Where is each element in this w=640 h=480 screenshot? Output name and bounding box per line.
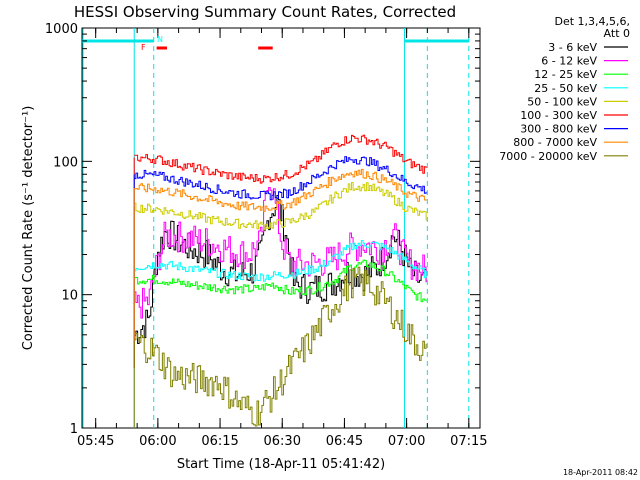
legend-entry-label: 25 - 50 keV — [534, 82, 597, 95]
legend-entry-label: 800 - 7000 keV — [513, 136, 597, 149]
x-tick-label: 07:00 — [388, 434, 425, 449]
x-tick-label: 06:00 — [139, 434, 176, 449]
x-tick-label: 07:15 — [450, 434, 487, 449]
series-line — [134, 187, 427, 319]
y-tick-label: 100 — [53, 155, 78, 170]
legend-entry-label: 100 - 300 keV — [520, 109, 597, 122]
series-line — [134, 182, 427, 231]
series-line — [134, 266, 427, 427]
y-tick-label: 1 — [70, 422, 78, 437]
y-tick-label: 1000 — [45, 22, 78, 37]
x-tick-label: 06:45 — [326, 434, 363, 449]
x-axis-label: Start Time (18-Apr-11 05:41:42) — [177, 457, 385, 472]
annotations — [82, 28, 470, 428]
legend-entry-label: 300 - 800 keV — [520, 123, 597, 136]
plot-frame — [81, 27, 481, 429]
x-axis-ticks: 05:45 06:00 06:15 06:30 06:45 07:00 07:15 — [77, 28, 488, 449]
y-tick-label: 10 — [61, 289, 78, 304]
legend-entry-label: 7000 - 20000 keV — [499, 150, 597, 163]
legend-entry-label: 12 - 25 keV — [534, 68, 597, 81]
plot-area: 05:45 06:00 06:15 06:30 06:45 07:00 07:15 1101… — [45, 22, 488, 449]
legend-entry-label: 6 - 12 keV — [541, 55, 597, 68]
legend-entry-label: 50 - 100 keV — [527, 95, 597, 108]
flag-f: F — [141, 43, 146, 52]
y-axis-label: Corrected Count Rate (s⁻¹ detector⁻¹) — [21, 106, 36, 351]
y-axis-ticks: 1 10 100 1000 — [45, 22, 480, 437]
footer-timestamp: 18-Apr-2011 08:42 — [563, 468, 638, 477]
flag-n: N — [157, 35, 163, 44]
legend-header-line-1: Det 1,3,4,5,6, — [554, 15, 630, 28]
series-layer — [133, 134, 427, 428]
legend-header-line-2: Att 0 — [604, 27, 630, 40]
legend-entry-label: 3 - 6 keV — [548, 41, 597, 54]
series-line — [134, 168, 427, 212]
series-line — [134, 134, 427, 184]
chart-title: HESSI Observing Summary Count Rates, Cor… — [74, 3, 456, 21]
x-tick-label: 06:30 — [264, 434, 301, 449]
series-line — [134, 240, 427, 282]
x-tick-label: 06:15 — [201, 434, 238, 449]
series-line — [134, 156, 427, 201]
series-line — [134, 259, 427, 303]
x-tick-label: 05:45 — [77, 434, 114, 449]
